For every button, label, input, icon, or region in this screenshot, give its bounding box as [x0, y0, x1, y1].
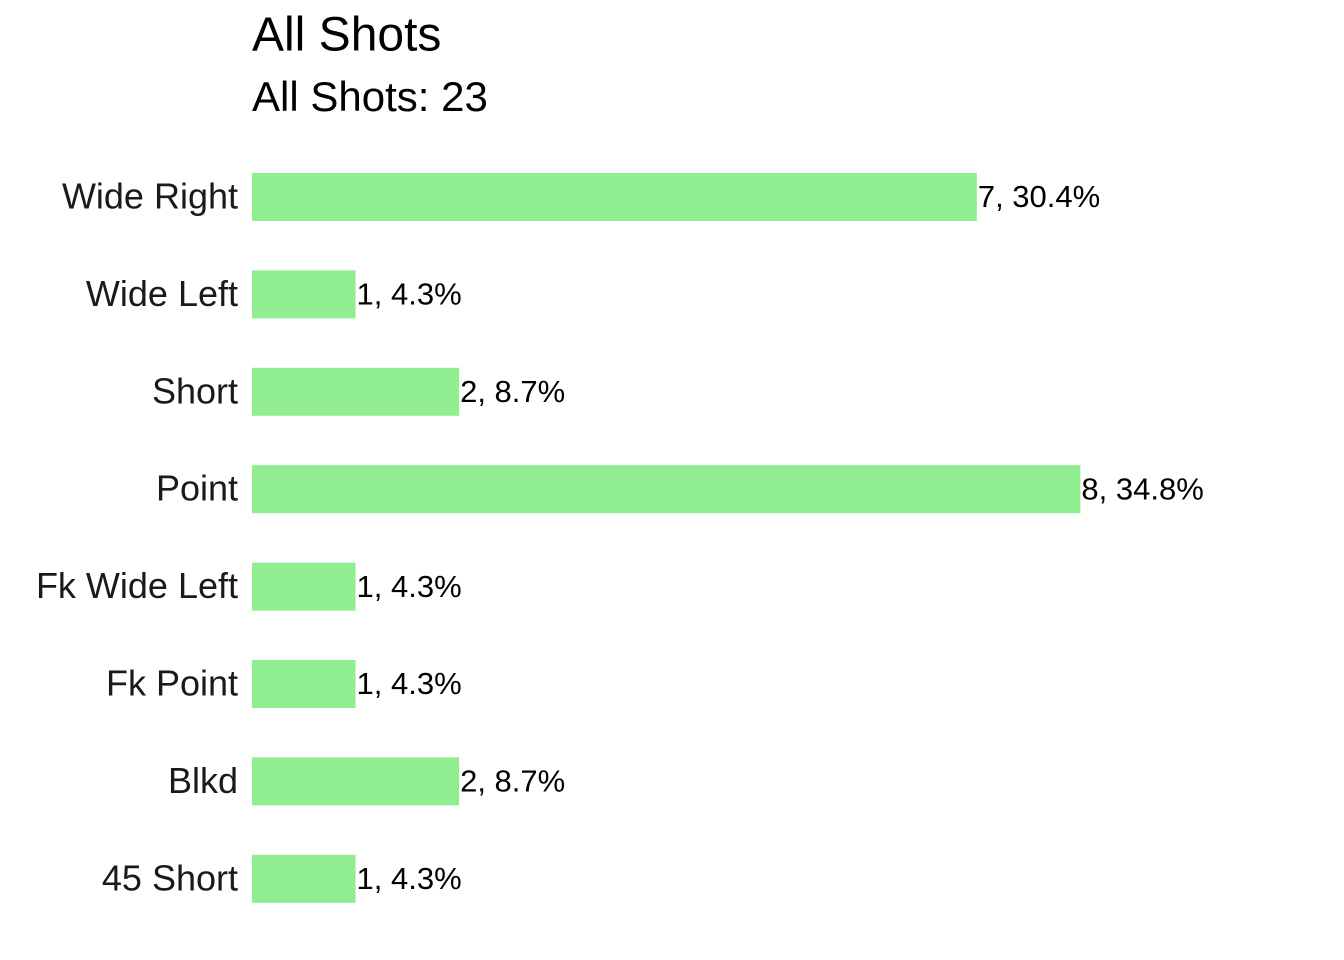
chart-subtitle: All Shots: 23: [252, 73, 488, 120]
y-tick-label: Wide Right: [62, 176, 238, 217]
value-label: 1, 4.3%: [357, 569, 462, 604]
value-label: 2, 8.7%: [460, 374, 565, 409]
y-tick-label: 45 Short: [102, 857, 238, 898]
value-label: 1, 4.3%: [357, 666, 462, 701]
bar: [252, 465, 1081, 514]
value-label: 7, 30.4%: [978, 179, 1100, 214]
value-label: 8, 34.8%: [1081, 471, 1203, 506]
value-label: 2, 8.7%: [460, 764, 565, 799]
bar: [252, 562, 356, 611]
y-tick-label: Fk Wide Left: [36, 565, 238, 606]
value-label: 1, 4.3%: [357, 861, 462, 896]
bar: [252, 270, 356, 319]
bar: [252, 854, 356, 903]
y-tick-label: Fk Point: [106, 663, 238, 704]
y-tick-label: Blkd: [168, 760, 238, 801]
chart-title: All Shots: [252, 9, 441, 62]
y-tick-label: Wide Left: [86, 273, 238, 314]
bar: [252, 660, 356, 708]
bar: [252, 173, 977, 221]
y-tick-label: Point: [156, 468, 238, 509]
bar: [252, 757, 460, 806]
value-label: 1, 4.3%: [357, 277, 462, 312]
y-tick-label: Short: [152, 370, 238, 411]
bar: [252, 367, 460, 416]
